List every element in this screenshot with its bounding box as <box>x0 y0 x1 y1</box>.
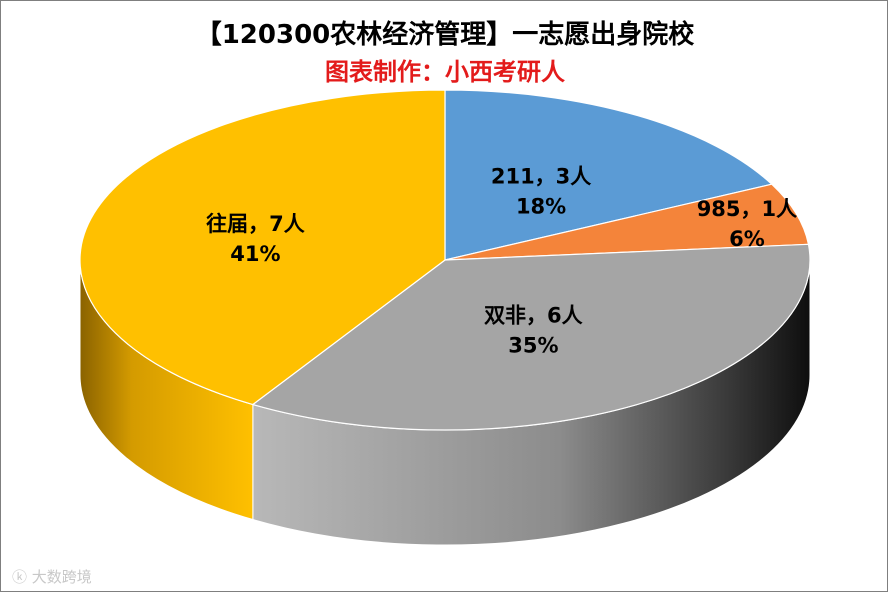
percent-label-往届: 41% <box>230 242 280 266</box>
watermark-text: 大数跨境 <box>31 568 92 586</box>
data-label-往届: 往届，7人 <box>206 212 305 236</box>
pie-slice-211 <box>444 89 773 261</box>
pie-slice-双非 <box>251 243 811 431</box>
watermark-logo-icon: ⓚ <box>12 568 28 586</box>
percent-label-双非: 35% <box>508 333 558 357</box>
chart-title: 【120300农林经济管理】一志愿出身院校 <box>195 20 695 50</box>
data-label-985: 985，1人 <box>697 197 797 221</box>
percent-label-211: 18% <box>516 195 566 219</box>
chart-subtitle: 图表制作：小西考研人 <box>325 58 565 86</box>
pie-slice-往届 <box>79 89 446 406</box>
watermark: ⓚ 大数跨境 <box>12 566 92 587</box>
pie-slice-985 <box>444 183 810 261</box>
data-label-211: 211，3人 <box>491 165 591 189</box>
percent-label-985: 6% <box>729 227 765 251</box>
data-label-双非: 双非，6人 <box>484 303 583 327</box>
